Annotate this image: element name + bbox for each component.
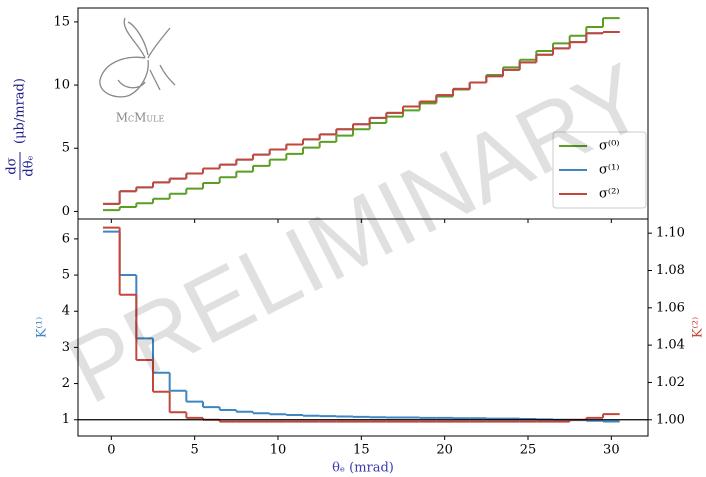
y-label-numerator: dσ [5,157,20,174]
x-tick-label: 10 [270,443,287,458]
logo [99,17,176,98]
logo-sketch [117,64,176,91]
y-tick-label: 2 [62,376,70,391]
y-tick-label: 5 [62,141,70,156]
y-tick-label: 10 [53,78,70,93]
y2-label: K⁽²⁾ [691,317,706,338]
y-label: K⁽¹⁾ [35,317,50,338]
plot-frame [77,218,649,437]
x-tick-label: 20 [436,443,453,458]
watermark: PRELIMINARY [52,44,661,424]
y-tick-label: 6 [62,231,70,246]
y-tick-label: 0 [62,204,70,219]
legend-label: σ⁽²⁾ [599,187,619,202]
y-tick-label: 1 [62,412,70,427]
y-tick-label: 5 [62,268,70,283]
y2-tick-label: 1.10 [656,226,685,241]
x-tick-label: 25 [520,443,537,458]
y2-tick-label: 1.02 [656,375,685,390]
x-tick-label: 15 [353,443,370,458]
legend-box [552,131,647,209]
y2-tick-label: 1.00 [656,412,685,427]
x-label: θₑ (mrad) [332,461,394,476]
y-tick-label: 3 [62,340,70,355]
x-tick-label: 30 [603,443,620,458]
y-label-denominator: dθₑ [22,155,37,176]
y-label-top: dσ dθₑ (μb/mrad) [5,78,37,180]
y-label-group: K⁽¹⁾ [35,317,50,338]
y-tick-label: 4 [62,304,70,319]
x-tick-label: 5 [191,443,199,458]
y2-label-group: K⁽²⁾ [691,317,706,338]
y2-tick-label: 1.04 [656,338,685,353]
y-tick-label: 15 [53,14,70,29]
y2-tick-label: 1.06 [656,300,685,315]
x-tick-label: 0 [107,443,115,458]
logo-sketch [99,17,171,98]
legend-label: σ⁽⁰⁾ [599,139,619,154]
y2-tick-label: 1.08 [656,263,685,278]
legend-label: σ⁽¹⁾ [599,163,619,178]
logo-text: McMule [116,111,165,125]
y-label-unit: (μb/mrad) [13,78,28,144]
